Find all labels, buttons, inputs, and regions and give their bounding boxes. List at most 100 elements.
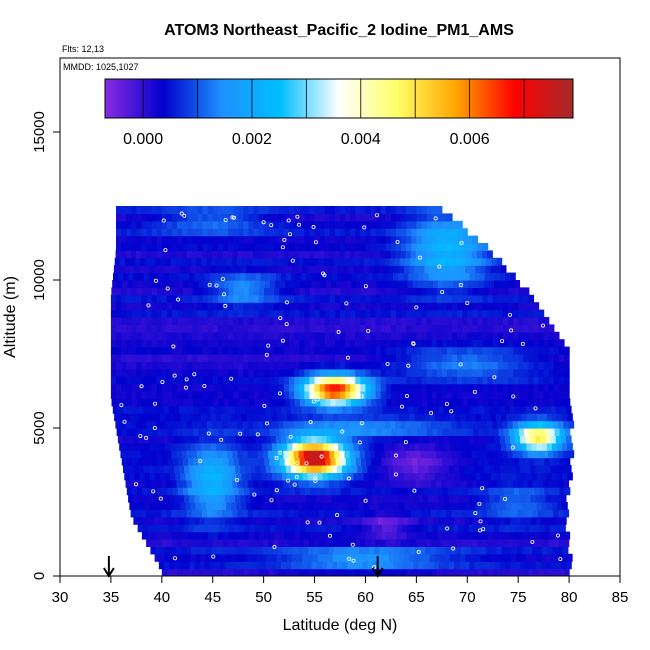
heatmap-cell [438, 561, 445, 570]
heatmap-cell [181, 450, 188, 459]
heatmap-cell [334, 383, 341, 392]
heatmap-cell [312, 413, 319, 422]
heatmap-cell [222, 539, 229, 547]
heatmap-cell [250, 272, 257, 281]
heatmap-cell [247, 420, 254, 429]
heatmap-cell [207, 317, 214, 325]
heatmap-cell [396, 235, 402, 244]
heatmap-cell [467, 294, 473, 303]
heatmap-cell [416, 391, 423, 399]
heatmap-cell [359, 509, 366, 518]
heatmap-cell [202, 250, 208, 259]
heatmap-cell [203, 487, 209, 496]
heatmap-cell [291, 561, 297, 570]
heatmap-cell [505, 516, 511, 525]
heatmap-cell [462, 235, 468, 244]
heatmap-cell [356, 524, 363, 533]
heatmap-cell [408, 405, 414, 414]
heatmap-cell [268, 354, 275, 362]
heatmap-cell [355, 391, 361, 399]
heatmap-cell [273, 376, 280, 385]
heatmap-cell [370, 346, 377, 355]
heatmap-cell [446, 568, 453, 576]
heatmap-cell [265, 272, 272, 281]
heatmap-cell [228, 531, 235, 540]
heatmap-cell [295, 280, 302, 288]
heatmap-cell [161, 220, 168, 229]
heatmap-cell [131, 346, 137, 355]
heatmap-cell [253, 235, 260, 244]
sample-point [238, 431, 243, 436]
heatmap-cell [362, 465, 368, 473]
heatmap-cell [340, 220, 346, 229]
heatmap-cell [238, 376, 244, 385]
heatmap-cell [380, 479, 386, 488]
heatmap-cell [212, 324, 219, 333]
heatmap-cell [180, 413, 186, 422]
heatmap-cell [191, 250, 198, 259]
heatmap-cell [168, 465, 175, 473]
heatmap-cell [135, 450, 142, 459]
heatmap-cell [294, 302, 300, 311]
heatmap-cell [187, 383, 193, 392]
heatmap-cell [292, 546, 299, 555]
heatmap-cell [292, 265, 298, 274]
heatmap-cell [354, 546, 360, 555]
heatmap-cell [238, 324, 244, 333]
heatmap-cell [172, 354, 178, 362]
heatmap-cell [166, 302, 173, 311]
heatmap-cell [189, 405, 195, 414]
heatmap-cell [370, 213, 377, 222]
heatmap-cell [499, 516, 506, 525]
heatmap-cell [431, 206, 438, 214]
heatmap-cell [452, 317, 458, 325]
heatmap-cell [385, 383, 392, 392]
heatmap-cell [143, 465, 150, 473]
heatmap-cell [350, 398, 357, 407]
heatmap-cell [304, 361, 311, 370]
heatmap-cell [554, 428, 561, 436]
heatmap-cell [126, 383, 132, 392]
heatmap-cell [206, 546, 213, 555]
heatmap-cell [391, 487, 398, 496]
heatmap-cell [431, 339, 438, 348]
heatmap-cell [212, 368, 219, 377]
heatmap-cell [401, 317, 407, 325]
heatmap-cell [295, 524, 302, 533]
heatmap-cell [285, 524, 291, 533]
heatmap-cell [280, 465, 287, 473]
heatmap-cell [202, 302, 209, 311]
heatmap-cell [223, 487, 230, 496]
heatmap-cell [492, 479, 498, 488]
heatmap-cell [372, 465, 379, 473]
heatmap-cell [146, 213, 153, 222]
heatmap-cell [497, 450, 503, 459]
heatmap-cell [334, 391, 341, 399]
heatmap-cell [194, 494, 200, 503]
heatmap-cell [385, 220, 392, 229]
heatmap-cell [314, 287, 321, 296]
heatmap-cell [306, 435, 312, 444]
heatmap-cell [233, 346, 239, 355]
heatmap-cell [254, 398, 260, 407]
heatmap-cell [212, 331, 219, 340]
heatmap-cell [261, 413, 268, 422]
heatmap-cell [238, 428, 245, 436]
heatmap-cell [259, 398, 265, 407]
heatmap-cell [154, 442, 161, 451]
heatmap-cell [126, 487, 133, 496]
heatmap-cell [329, 213, 336, 222]
heatmap-cell [517, 539, 524, 547]
heatmap-cell [122, 280, 129, 288]
heatmap-cell [238, 220, 244, 229]
heatmap-cell [324, 206, 331, 214]
heatmap-cell [141, 324, 148, 333]
heatmap-cell [375, 420, 381, 429]
sample-point [449, 409, 454, 414]
heatmap-cell [115, 250, 122, 259]
heatmap-cell [505, 561, 511, 570]
heatmap-cell [382, 561, 389, 570]
heatmap-cell [515, 435, 521, 444]
heatmap-cell [222, 309, 229, 318]
heatmap-cell [470, 472, 477, 481]
